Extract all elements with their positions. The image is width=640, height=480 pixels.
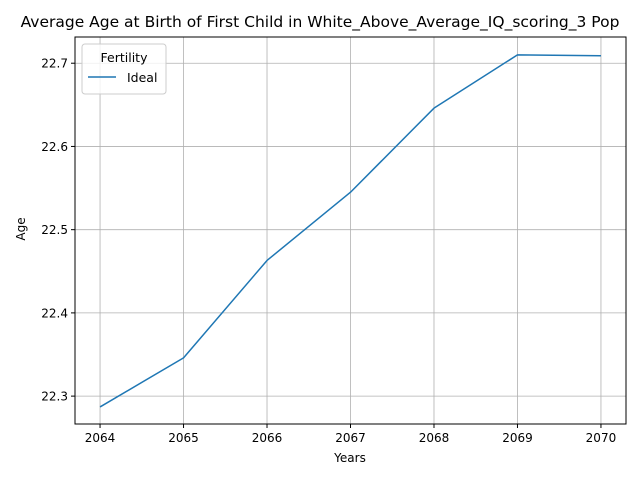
- legend-entry-ideal: Ideal: [127, 70, 157, 85]
- grid: [75, 37, 626, 424]
- series-layer: [99, 54, 601, 408]
- series-line-ideal: [99, 54, 601, 408]
- x-tick-label: 2068: [419, 431, 450, 445]
- y-tick-label: 22.3: [41, 390, 68, 404]
- x-tick-label: 2069: [502, 431, 533, 445]
- y-axis-label: Age: [14, 217, 28, 240]
- y-tick-label: 22.6: [41, 140, 68, 154]
- y-tick-label: 22.4: [41, 306, 68, 320]
- legend-title: Fertility: [101, 50, 149, 65]
- legend: Fertility Ideal: [81, 43, 167, 95]
- y-tick-label: 22.5: [41, 223, 68, 237]
- x-axis-label: Years: [333, 451, 366, 465]
- chart-title: Average Age at Birth of First Child in W…: [21, 13, 620, 32]
- x-tick-label: 2066: [252, 431, 283, 445]
- x-tick-label: 2067: [335, 431, 366, 445]
- y-axis: 22.3 22.4 22.5 22.6 22.7: [41, 57, 75, 404]
- x-tick-label: 2070: [586, 431, 617, 445]
- x-axis: 2064 2065 2066 2067 2068 2069 2070: [85, 424, 616, 445]
- x-tick-label: 2064: [85, 431, 116, 445]
- y-tick-label: 22.7: [41, 57, 68, 71]
- x-tick-label: 2065: [168, 431, 199, 445]
- legend-box: [81, 43, 167, 95]
